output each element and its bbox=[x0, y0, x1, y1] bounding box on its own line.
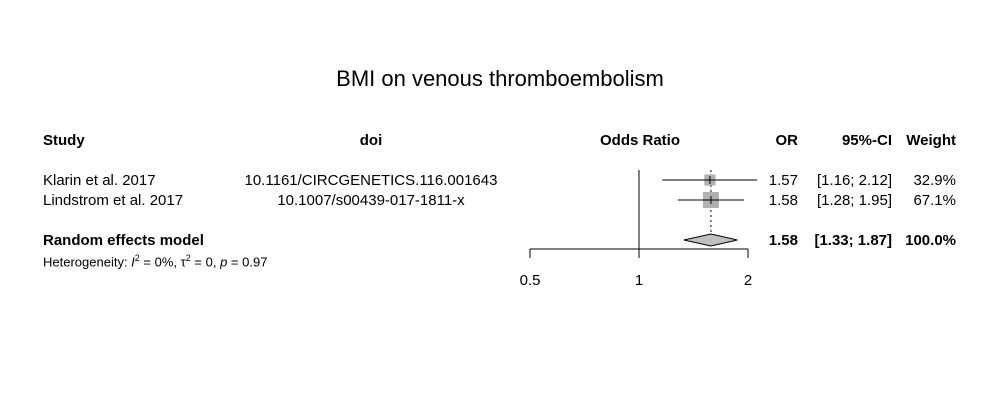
x-tick-label: 0.5 bbox=[520, 272, 541, 289]
study-name: Klarin et al. 2017 bbox=[43, 172, 156, 189]
pooled-ci: [1.33; 1.87] bbox=[814, 232, 892, 249]
study-name: Lindstrom et al. 2017 bbox=[43, 192, 184, 209]
heterogeneity-text: Heterogeneity: I2 = 0%, τ2 = 0, p = 0.97 bbox=[43, 253, 268, 270]
header-or: OR bbox=[775, 132, 799, 149]
study-ci: [1.28; 1.95] bbox=[816, 192, 892, 209]
pooled-label: Random effects model bbox=[43, 232, 204, 249]
x-tick-label: 2 bbox=[744, 272, 752, 289]
x-tick-label: 1 bbox=[635, 272, 643, 289]
header-odds-ratio: Odds Ratio bbox=[599, 132, 680, 149]
study-or: 1.57 bbox=[768, 172, 798, 189]
study-doi: 10.1007/s00439-017-1811-x bbox=[277, 192, 465, 209]
chart-title: BMI on venous thromboembolism bbox=[336, 66, 664, 91]
pooled-weight: 100.0% bbox=[905, 232, 956, 249]
study-or: 1.58 bbox=[768, 192, 798, 209]
header-weight: Weight bbox=[906, 132, 956, 149]
header-ci: 95%-CI bbox=[841, 132, 892, 149]
header-doi: doi bbox=[359, 132, 383, 149]
header-study: Study bbox=[43, 132, 85, 149]
pooled-diamond bbox=[683, 233, 738, 247]
study-weight: 32.9% bbox=[913, 172, 956, 189]
study-weight: 67.1% bbox=[913, 192, 956, 209]
pooled-or: 1.58 bbox=[768, 232, 798, 249]
study-doi: 10.1161/CIRCGENETICS.116.001643 bbox=[244, 172, 498, 189]
study-ci: [1.16; 2.12] bbox=[816, 172, 892, 189]
